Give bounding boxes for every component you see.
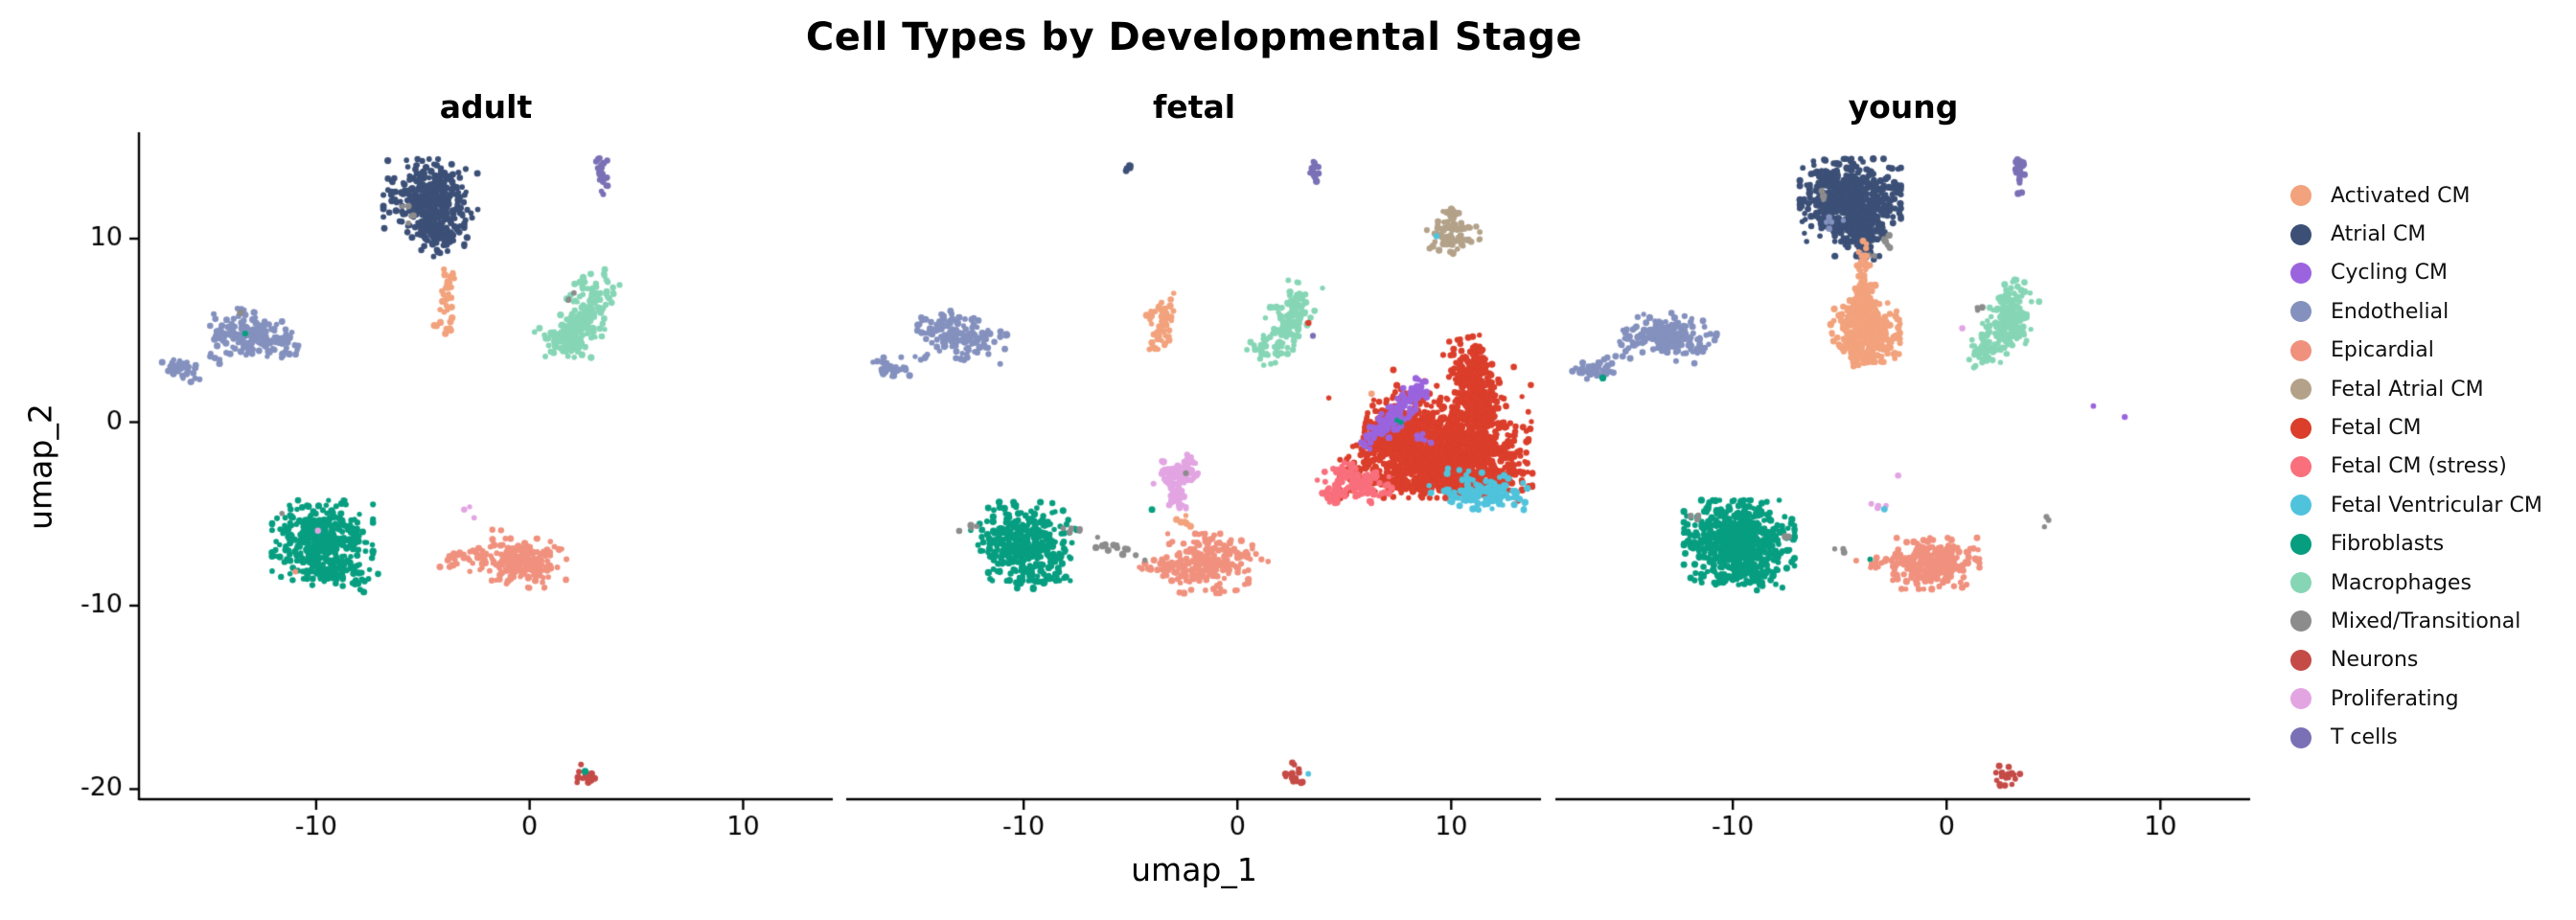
legend-item: Activated CM <box>2290 176 2542 215</box>
legend-label: Fetal CM <box>2331 416 2422 441</box>
x-axis-label: umap_1 <box>1131 851 1257 888</box>
legend-swatch-icon <box>2290 262 2312 284</box>
legend-swatch-icon <box>2290 688 2312 710</box>
legend-swatch-icon <box>2290 649 2312 671</box>
legend-swatch-icon <box>2290 339 2312 361</box>
legend-label: Endothelial <box>2331 299 2450 324</box>
legend-label: Mixed/Transitional <box>2331 609 2521 633</box>
legend-swatch-icon <box>2290 455 2312 477</box>
legend-swatch-icon <box>2290 494 2312 517</box>
legend-label: Cycling CM <box>2331 261 2448 286</box>
legend-label: Fetal Ventricular CM <box>2331 493 2542 518</box>
legend-label: Fetal CM (stress) <box>2331 454 2507 479</box>
legend-label: Epicardial <box>2331 338 2434 363</box>
legend-item: Fetal CM (stress) <box>2290 448 2542 486</box>
legend: Activated CM Atrial CM Cycling CM Endotheli… <box>2290 176 2542 757</box>
legend-item: Macrophages <box>2290 564 2542 602</box>
legend-item: Endothelial <box>2290 292 2542 331</box>
legend-item: Fetal CM <box>2290 408 2542 447</box>
legend-swatch-icon <box>2290 417 2312 439</box>
panel-title-adult: adult <box>439 88 533 126</box>
legend-label: T cells <box>2331 725 2398 750</box>
legend-label: Macrophages <box>2331 570 2472 595</box>
figure-title: Cell Types by Developmental Stage <box>805 15 1583 59</box>
legend-swatch-icon <box>2290 379 2312 401</box>
legend-swatch-icon <box>2290 223 2312 245</box>
legend-item: Fibroblasts <box>2290 525 2542 564</box>
legend-label: Fetal Atrial CM <box>2331 377 2484 402</box>
y-axis-label: umap_2 <box>21 403 59 530</box>
legend-swatch-icon <box>2290 572 2312 594</box>
legend-label: Atrial CM <box>2331 222 2426 247</box>
legend-swatch-icon <box>2290 726 2312 748</box>
legend-item: Fetal Atrial CM <box>2290 370 2542 408</box>
legend-item: T cells <box>2290 718 2542 756</box>
legend-swatch-icon <box>2290 185 2312 207</box>
legend-item: Proliferating <box>2290 679 2542 718</box>
panel-title-fetal: fetal <box>1152 88 1236 126</box>
panel-title-young: young <box>1848 88 1959 126</box>
legend-swatch-icon <box>2290 301 2312 323</box>
legend-item: Fetal Ventricular CM <box>2290 486 2542 524</box>
legend-label: Fibroblasts <box>2331 532 2445 557</box>
legend-label: Activated CM <box>2331 183 2471 208</box>
legend-item: Neurons <box>2290 641 2542 679</box>
legend-item: Cycling CM <box>2290 254 2542 292</box>
legend-item: Atrial CM <box>2290 215 2542 253</box>
legend-label: Proliferating <box>2331 686 2459 711</box>
legend-item: Epicardial <box>2290 332 2542 370</box>
legend-label: Neurons <box>2331 648 2419 673</box>
legend-item: Mixed/Transitional <box>2290 602 2542 640</box>
legend-swatch-icon <box>2290 610 2312 632</box>
legend-swatch-icon <box>2290 533 2312 555</box>
